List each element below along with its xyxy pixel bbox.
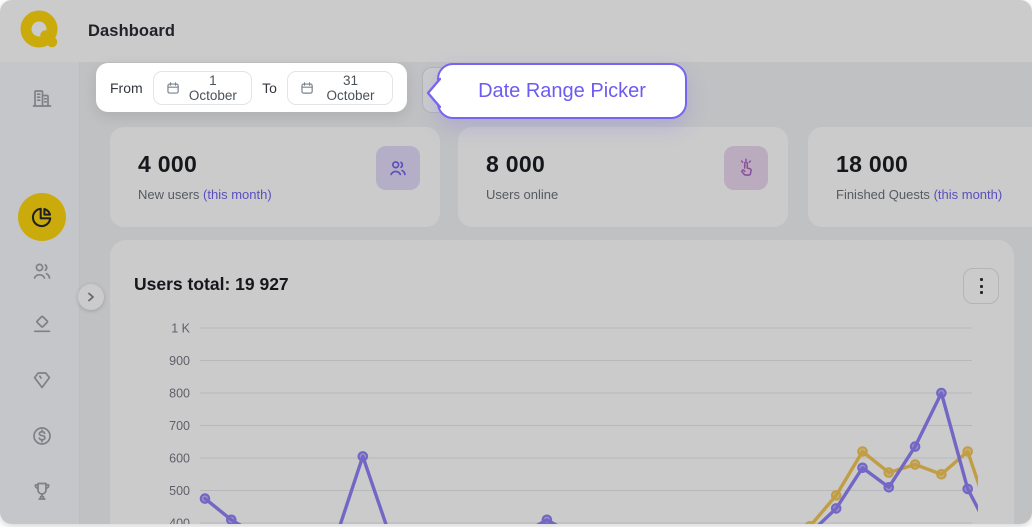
stat-card-users-online: 8 000 Users online — [458, 127, 788, 227]
svg-text:400: 400 — [169, 517, 190, 525]
calendar-icon — [167, 81, 179, 94]
stat-card-finished-quests: 18 000 Finished Quests (this month) — [808, 127, 1032, 227]
stat-value: 18 000 — [836, 151, 909, 177]
svg-text:1 K: 1 K — [171, 322, 190, 336]
app-header: Dashboard — [0, 0, 1032, 62]
sidebar-item-buildings-icon[interactable] — [18, 74, 66, 122]
stat-caption-suffix: (this month) — [933, 187, 1003, 202]
tap-icon — [724, 146, 768, 190]
walkthrough-tooltip: Date Range Picker — [426, 63, 687, 119]
stat-caption: Users online — [486, 187, 559, 202]
sidebar — [0, 62, 80, 524]
chart-title: Users total: 19 927 — [134, 274, 289, 294]
users-icon — [376, 146, 420, 190]
date-range-picker: From 1 October To 31 October — [96, 63, 407, 112]
svg-text:600: 600 — [169, 452, 190, 466]
tooltip-arrow-icon — [426, 77, 441, 109]
svg-text:700: 700 — [169, 419, 190, 433]
stat-value: 8 000 — [486, 151, 546, 177]
svg-text:500: 500 — [169, 484, 190, 498]
svg-text:900: 900 — [169, 354, 190, 368]
users-total-card: Users total: 19 927 1 K 900 800 700 600 500 40… — [110, 240, 1014, 524]
from-label: From — [110, 79, 143, 96]
sidebar-expand-button[interactable] — [78, 284, 104, 310]
stat-value: 4 000 — [138, 151, 198, 177]
sidebar-item-diamond-stand-icon[interactable] — [18, 301, 66, 349]
stat-caption-suffix: (this month) — [203, 187, 272, 202]
page-title: Dashboard — [88, 21, 176, 40]
svg-text:800: 800 — [169, 387, 190, 401]
calendar-icon — [301, 81, 313, 94]
stat-caption: Finished Quests (this month) — [836, 187, 1003, 202]
app-logo-icon[interactable] — [18, 9, 62, 53]
to-date-button[interactable]: 31 October — [286, 70, 393, 105]
users-chart: 1 K 900 800 700 600 500 400 — [169, 322, 978, 525]
to-label: To — [262, 79, 277, 96]
from-date-button[interactable]: 1 October — [152, 70, 253, 105]
kebab-menu-button[interactable] — [963, 268, 999, 304]
sidebar-item-pie-chart-icon[interactable] — [18, 193, 66, 241]
sidebar-item-gem-icon[interactable] — [18, 356, 66, 404]
stat-caption: New users (this month) — [138, 187, 272, 202]
stat-card-new-users: 4 000 New users (this month) — [110, 127, 440, 227]
tooltip-label: Date Range Picker — [478, 79, 646, 102]
sidebar-item-users-icon[interactable] — [18, 247, 66, 295]
sidebar-item-dollar-coin-icon[interactable] — [18, 412, 66, 460]
sidebar-item-trophy-icon[interactable] — [18, 467, 66, 515]
